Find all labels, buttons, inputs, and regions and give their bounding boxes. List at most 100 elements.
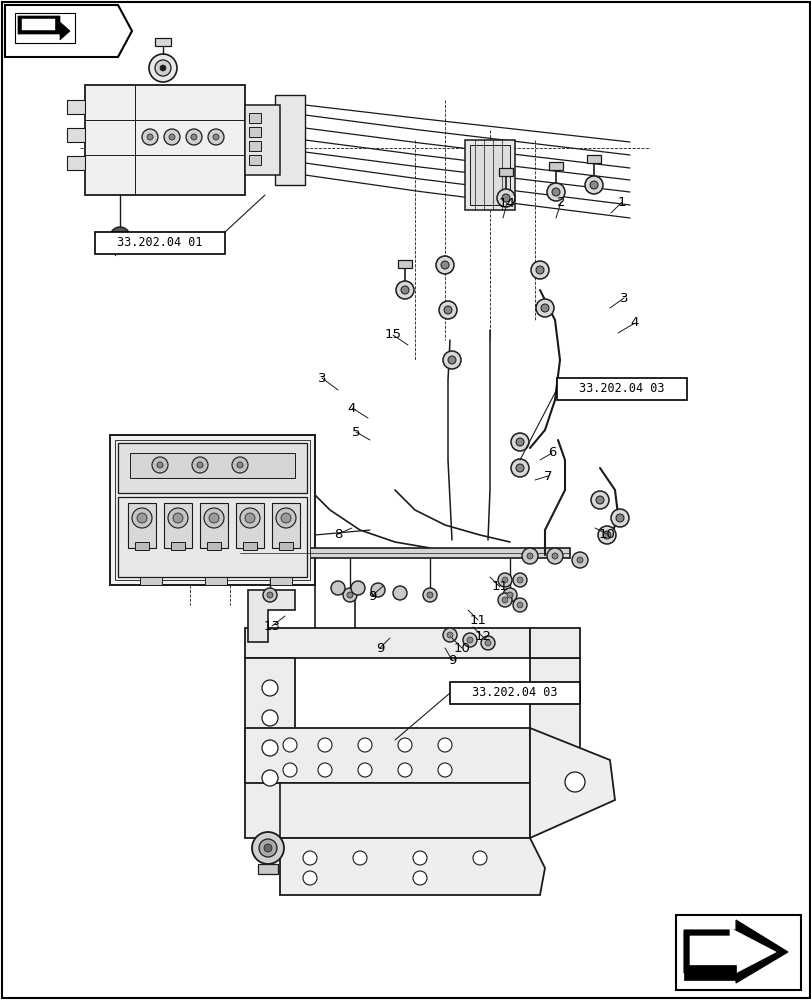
Circle shape xyxy=(423,588,436,602)
Circle shape xyxy=(353,851,367,865)
Bar xyxy=(249,127,260,137)
Bar xyxy=(139,577,162,585)
Circle shape xyxy=(535,299,553,317)
Circle shape xyxy=(186,129,202,145)
Circle shape xyxy=(513,573,526,587)
Bar xyxy=(465,140,514,210)
Text: 33.202.04 01: 33.202.04 01 xyxy=(117,236,203,249)
Text: 12: 12 xyxy=(474,630,491,644)
Circle shape xyxy=(137,513,147,523)
Bar xyxy=(397,260,411,268)
Circle shape xyxy=(497,573,512,587)
Circle shape xyxy=(142,129,158,145)
Circle shape xyxy=(208,513,219,523)
Circle shape xyxy=(152,457,168,473)
Bar xyxy=(242,542,257,550)
Text: 14: 14 xyxy=(498,197,515,210)
Circle shape xyxy=(590,491,608,509)
Circle shape xyxy=(232,457,247,473)
Circle shape xyxy=(540,304,548,312)
Circle shape xyxy=(267,592,272,598)
Circle shape xyxy=(502,588,517,602)
Polygon shape xyxy=(5,5,132,57)
Bar xyxy=(258,864,277,874)
Circle shape xyxy=(446,632,453,638)
Polygon shape xyxy=(18,16,70,40)
Text: 9: 9 xyxy=(367,589,375,602)
Circle shape xyxy=(132,508,152,528)
Bar xyxy=(236,503,264,548)
Bar xyxy=(240,548,569,558)
Circle shape xyxy=(564,772,584,792)
Circle shape xyxy=(440,261,448,269)
Circle shape xyxy=(191,134,197,140)
Text: 3: 3 xyxy=(317,371,326,384)
Circle shape xyxy=(501,597,508,603)
Circle shape xyxy=(396,281,414,299)
Bar xyxy=(548,162,562,170)
Circle shape xyxy=(173,513,182,523)
Bar xyxy=(128,503,156,548)
Circle shape xyxy=(350,581,365,595)
Bar xyxy=(67,128,85,142)
Polygon shape xyxy=(22,19,55,30)
Circle shape xyxy=(397,738,411,752)
Polygon shape xyxy=(247,590,294,642)
Circle shape xyxy=(169,134,175,140)
Circle shape xyxy=(212,134,219,140)
Text: 10: 10 xyxy=(598,528,615,540)
Circle shape xyxy=(147,134,152,140)
Text: 6: 6 xyxy=(547,446,556,460)
Circle shape xyxy=(515,464,523,472)
Circle shape xyxy=(318,763,332,777)
Bar xyxy=(245,728,530,783)
Circle shape xyxy=(616,514,623,522)
Circle shape xyxy=(466,637,473,643)
Circle shape xyxy=(480,636,495,650)
Circle shape xyxy=(515,438,523,446)
Bar xyxy=(449,682,579,704)
Circle shape xyxy=(413,851,427,865)
Circle shape xyxy=(263,588,277,602)
Text: 13: 13 xyxy=(264,619,280,632)
Circle shape xyxy=(262,710,277,726)
Bar xyxy=(95,232,225,254)
Bar xyxy=(275,95,305,185)
Text: 5: 5 xyxy=(351,426,360,438)
Circle shape xyxy=(204,508,224,528)
Circle shape xyxy=(595,496,603,504)
Circle shape xyxy=(318,738,332,752)
Text: 9: 9 xyxy=(375,642,384,654)
Text: 4: 4 xyxy=(347,401,356,414)
Circle shape xyxy=(506,592,513,598)
Circle shape xyxy=(462,633,476,647)
Bar xyxy=(270,577,292,585)
Text: 3: 3 xyxy=(619,292,628,304)
Circle shape xyxy=(530,261,548,279)
Text: 33.202.04 03: 33.202.04 03 xyxy=(578,382,664,395)
Bar xyxy=(586,155,600,163)
Circle shape xyxy=(342,588,357,602)
Circle shape xyxy=(484,640,491,646)
Bar xyxy=(249,141,260,151)
Circle shape xyxy=(281,513,290,523)
Text: 1: 1 xyxy=(617,196,625,209)
Polygon shape xyxy=(683,920,787,983)
Circle shape xyxy=(597,526,616,544)
Circle shape xyxy=(513,598,526,612)
Circle shape xyxy=(535,266,543,274)
Circle shape xyxy=(473,851,487,865)
Bar xyxy=(676,915,800,990)
Text: 7: 7 xyxy=(543,470,551,483)
Text: 11: 11 xyxy=(469,613,486,626)
Bar xyxy=(249,113,260,123)
Circle shape xyxy=(517,602,522,608)
Bar xyxy=(499,168,513,176)
Circle shape xyxy=(160,65,165,71)
Circle shape xyxy=(577,557,582,563)
Circle shape xyxy=(547,548,562,564)
Circle shape xyxy=(443,351,461,369)
Circle shape xyxy=(283,763,297,777)
Circle shape xyxy=(115,232,125,242)
Bar xyxy=(109,435,315,585)
